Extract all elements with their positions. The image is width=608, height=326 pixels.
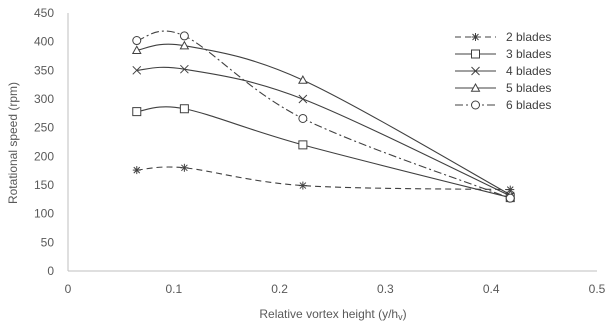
y-tick-labels: 0 50 100 150 200 250 300 350 400 450 xyxy=(34,6,54,278)
square-marker xyxy=(298,140,308,150)
legend-label: 5 blades xyxy=(506,81,551,95)
series-4-blades xyxy=(132,64,515,201)
series-line xyxy=(136,30,511,199)
y-tick-label: 250 xyxy=(34,121,54,135)
circle-marker xyxy=(471,100,480,110)
y-tick-label: 300 xyxy=(34,92,54,106)
legend-item: 6 blades xyxy=(455,98,551,112)
x-tick-label: 0.4 xyxy=(483,282,500,296)
x-tick-label: 0.2 xyxy=(271,282,288,296)
legend-item: 5 blades xyxy=(455,81,551,95)
legend-item: 2 blades xyxy=(455,30,551,44)
x-tick-label: 0.1 xyxy=(165,282,182,296)
x-marker xyxy=(132,65,142,75)
circle-marker xyxy=(505,193,515,203)
y-tick-label: 150 xyxy=(34,178,54,192)
series-5-blades xyxy=(131,40,516,199)
legend: 2 blades 3 blades 4 blades 5 blades 6 blades xyxy=(455,30,551,112)
legend-item: 3 blades xyxy=(455,47,551,61)
triangle-marker xyxy=(179,40,190,50)
y-axis-label: Rotational speed (rpm) xyxy=(6,82,20,204)
square-marker xyxy=(471,49,480,59)
x-marker xyxy=(298,94,308,104)
series-6-blades xyxy=(132,30,515,203)
legend-label: 6 blades xyxy=(506,98,551,112)
square-marker xyxy=(179,104,189,114)
asterisk-marker xyxy=(132,166,141,175)
y-tick-label: 0 xyxy=(47,264,54,278)
x-tick-label: 0 xyxy=(65,282,72,296)
series-3-blades xyxy=(132,104,515,203)
legend-label: 4 blades xyxy=(506,64,551,78)
triangle-marker xyxy=(470,82,481,92)
triangle-marker xyxy=(131,45,142,54)
series-line xyxy=(136,66,511,197)
triangle-marker xyxy=(298,75,308,84)
asterisk-marker xyxy=(298,181,307,190)
axes xyxy=(67,13,597,272)
asterisk-marker xyxy=(471,33,480,41)
asterisk-marker xyxy=(180,163,189,172)
series-line xyxy=(136,106,511,199)
series-line xyxy=(136,43,511,196)
y-tick-label: 400 xyxy=(34,35,54,49)
x-marker xyxy=(471,66,480,76)
x-marker xyxy=(180,64,189,74)
x-tick-labels: 0 0.1 0.2 0.3 0.4 0.5 xyxy=(65,282,606,296)
series-layer xyxy=(131,30,516,203)
y-tick-label: 50 xyxy=(41,235,55,249)
y-tick-label: 450 xyxy=(34,6,54,20)
y-tick-label: 100 xyxy=(34,207,54,221)
series-2-blades xyxy=(132,163,515,194)
x-tick-label: 0.3 xyxy=(377,282,394,296)
circle-marker xyxy=(298,113,308,123)
x-axis-label: Relative vortex height (y/hv) xyxy=(259,307,406,322)
circle-marker xyxy=(132,36,142,46)
y-tick-label: 200 xyxy=(34,149,54,163)
legend-label: 2 blades xyxy=(506,30,551,44)
legend-item: 4 blades xyxy=(455,64,551,78)
square-marker xyxy=(132,107,142,117)
x-tick-label: 0.5 xyxy=(589,282,606,296)
y-tick-label: 350 xyxy=(34,63,54,77)
circle-marker xyxy=(179,31,189,41)
legend-label: 3 blades xyxy=(506,47,551,61)
